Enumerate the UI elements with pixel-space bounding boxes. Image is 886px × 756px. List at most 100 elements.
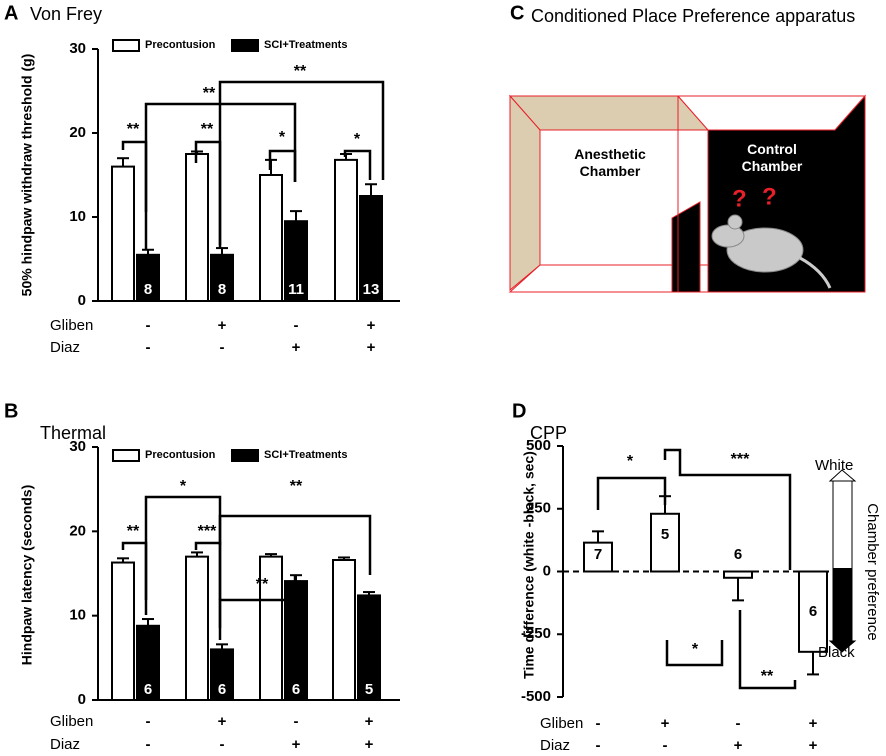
y-tick-label: 0: [78, 292, 86, 309]
apparatus-top-right: [676, 95, 867, 131]
chart-title: Thermal: [40, 423, 106, 443]
significance-bracket: [218, 576, 297, 628]
significance-label: **: [256, 576, 269, 593]
n-label: 5: [661, 526, 669, 543]
condition-value: +: [292, 736, 301, 753]
condition-name: Diaz: [540, 737, 570, 754]
rat-head: [711, 224, 745, 248]
bar: [723, 570, 753, 579]
condition-value: -: [596, 737, 601, 754]
significance-bracket: [343, 149, 372, 180]
condition-value: +: [365, 736, 374, 753]
scale-top: White: [815, 457, 853, 474]
legend-label: Precontusion: [145, 39, 216, 51]
significance-label: **: [294, 63, 307, 80]
question-mark: ?: [732, 185, 747, 212]
condition-name: Gliben: [540, 715, 583, 732]
n-label: 6: [218, 681, 226, 698]
scale-bottom: Black: [818, 644, 855, 661]
condition-value: -: [146, 317, 151, 334]
significance-bracket: [218, 80, 385, 245]
legend-swatch: [231, 39, 259, 52]
chart-title: Von Frey: [30, 4, 102, 24]
apparatus: [508, 94, 867, 293]
panel-label: B: [4, 400, 18, 422]
preference-arrow-down: [828, 640, 857, 653]
significance-bracket: [738, 610, 797, 690]
preference-arrow-up: [828, 469, 857, 482]
significance-label: **: [761, 668, 774, 685]
legend-label: Precontusion: [145, 449, 216, 461]
y-tick-label: 20: [69, 124, 86, 141]
panel-label: A: [4, 2, 18, 24]
significance-bracket: [665, 640, 724, 667]
significance-bracket: [596, 476, 667, 510]
y-tick-label: 20: [69, 522, 86, 539]
condition-value: -: [146, 713, 151, 730]
n-label: 6: [144, 681, 152, 698]
condition-name: Diaz: [50, 339, 80, 356]
rat-body: [726, 227, 804, 273]
n-label: 6: [292, 681, 300, 698]
legend-label: SCI+Treatments: [264, 449, 347, 461]
n-label: 6: [734, 546, 742, 563]
condition-name: Gliben: [50, 317, 93, 334]
condition-value: +: [367, 339, 376, 356]
condition-value: -: [146, 339, 151, 356]
apparatus-left-wall: [509, 94, 541, 292]
condition-value: +: [292, 339, 301, 356]
chart-title: CPP: [530, 423, 567, 443]
condition-value: +: [218, 713, 227, 730]
y-tick-label: 10: [69, 208, 86, 225]
rat-tail: [799, 256, 832, 289]
condition-value: +: [734, 737, 743, 754]
condition-value: -: [220, 339, 225, 356]
condition-value: +: [809, 737, 818, 754]
n-label: 13: [363, 281, 380, 298]
y-tick-label: 10: [69, 607, 86, 624]
condition-value: -: [294, 713, 299, 730]
significance-label: *: [279, 129, 286, 146]
legend-swatch: [112, 39, 140, 52]
significance-label: **: [127, 523, 140, 540]
bar: [334, 158, 358, 302]
bar: [259, 174, 283, 302]
preference-bar-black: [833, 568, 852, 641]
bar: [185, 153, 209, 302]
significance-bracket: [663, 448, 792, 570]
bar: [111, 561, 135, 702]
significance-label: *: [354, 131, 361, 148]
significance-label: *: [180, 478, 187, 495]
y-tick-label: 30: [69, 40, 86, 57]
condition-value: -: [220, 736, 225, 753]
condition-value: +: [365, 713, 374, 730]
diagram-title: Conditioned Place Preference apparatus: [531, 6, 855, 26]
condition-value: -: [146, 736, 151, 753]
panel-label: C: [510, 2, 524, 24]
bar: [111, 165, 135, 302]
condition-name: Diaz: [50, 736, 80, 753]
panel-label: D: [512, 400, 526, 422]
n-label: 11: [288, 281, 304, 298]
y-tick-label: -500: [521, 688, 551, 705]
condition-value: -: [736, 715, 741, 732]
legend-label: SCI+Treatments: [264, 39, 347, 51]
condition-value: +: [661, 715, 670, 732]
legend-swatch: [112, 449, 140, 462]
scale-label: Chamber preference: [864, 503, 881, 641]
question-mark: ?: [762, 183, 777, 210]
significance-label: ***: [198, 523, 217, 540]
significance-label: *: [692, 641, 699, 658]
significance-label: **: [201, 121, 214, 138]
y-tick-label: 500: [526, 437, 551, 454]
door: [671, 201, 701, 293]
y-tick-label: 0: [543, 562, 551, 579]
y-tick-label: -250: [521, 625, 551, 642]
n-label: 8: [218, 281, 226, 298]
n-label: 7: [594, 546, 602, 563]
n-label: 5: [365, 681, 373, 698]
condition-value: -: [294, 317, 299, 334]
significance-bracket: [218, 514, 372, 600]
y-axis-label: Time difference (white -black, sec): [521, 451, 537, 679]
